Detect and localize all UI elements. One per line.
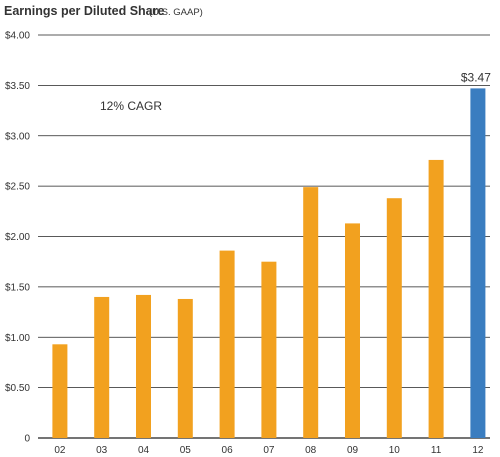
bar-07 (261, 261, 277, 438)
bar-05 (177, 298, 193, 438)
bar-06 (219, 250, 235, 438)
y-tick-label: $4.00 (5, 31, 30, 42)
bars (52, 88, 486, 439)
data-label: $3.47 (461, 70, 491, 84)
x-axis-ticks: 02 03 04 05 06 07 08 09 10 11 12 (54, 445, 484, 456)
x-tick-label: 02 (54, 445, 66, 456)
x-tick-label: 04 (138, 445, 150, 456)
bar-12 (470, 88, 486, 439)
bar-08 (303, 187, 319, 438)
x-tick-label: 12 (472, 445, 484, 456)
x-tick-label: 05 (180, 445, 192, 456)
y-tick-label: $3.00 (5, 131, 30, 142)
y-tick-label: $1.50 (5, 282, 30, 293)
y-tick-label: $2.00 (5, 232, 30, 243)
bar-10 (386, 198, 402, 438)
bar-04 (136, 294, 151, 438)
x-tick-label: 11 (431, 445, 442, 456)
y-tick-label: $3.50 (5, 81, 30, 92)
y-tick-label: $2.50 (5, 182, 30, 193)
chart-title: Earnings per Diluted Share (4, 4, 165, 18)
y-tick-label: 0 (24, 434, 30, 445)
cagr-annotation: 12% CAGR (100, 99, 162, 113)
x-tick-label: 07 (263, 445, 275, 456)
bar-02 (52, 344, 68, 438)
x-tick-label: 10 (389, 445, 401, 456)
bar-03 (94, 296, 110, 438)
bar-11 (428, 159, 444, 438)
x-tick-label: 08 (305, 445, 317, 456)
chart-subtitle: (U.S. GAAP) (149, 7, 203, 18)
x-tick-label: 09 (347, 445, 359, 456)
gridlines (38, 34, 490, 439)
x-tick-label: 03 (96, 445, 108, 456)
y-axis-ticks: 0 $0.50 $1.00 $1.50 $2.00 $2.50 $3.00 $3.50 $4.0… (5, 31, 30, 445)
y-tick-label: $1.00 (5, 333, 30, 344)
data-labels: $3.47 (461, 70, 491, 84)
x-tick-label: 06 (222, 445, 234, 456)
bar-09 (345, 223, 360, 438)
y-tick-label: $0.50 (5, 383, 30, 394)
